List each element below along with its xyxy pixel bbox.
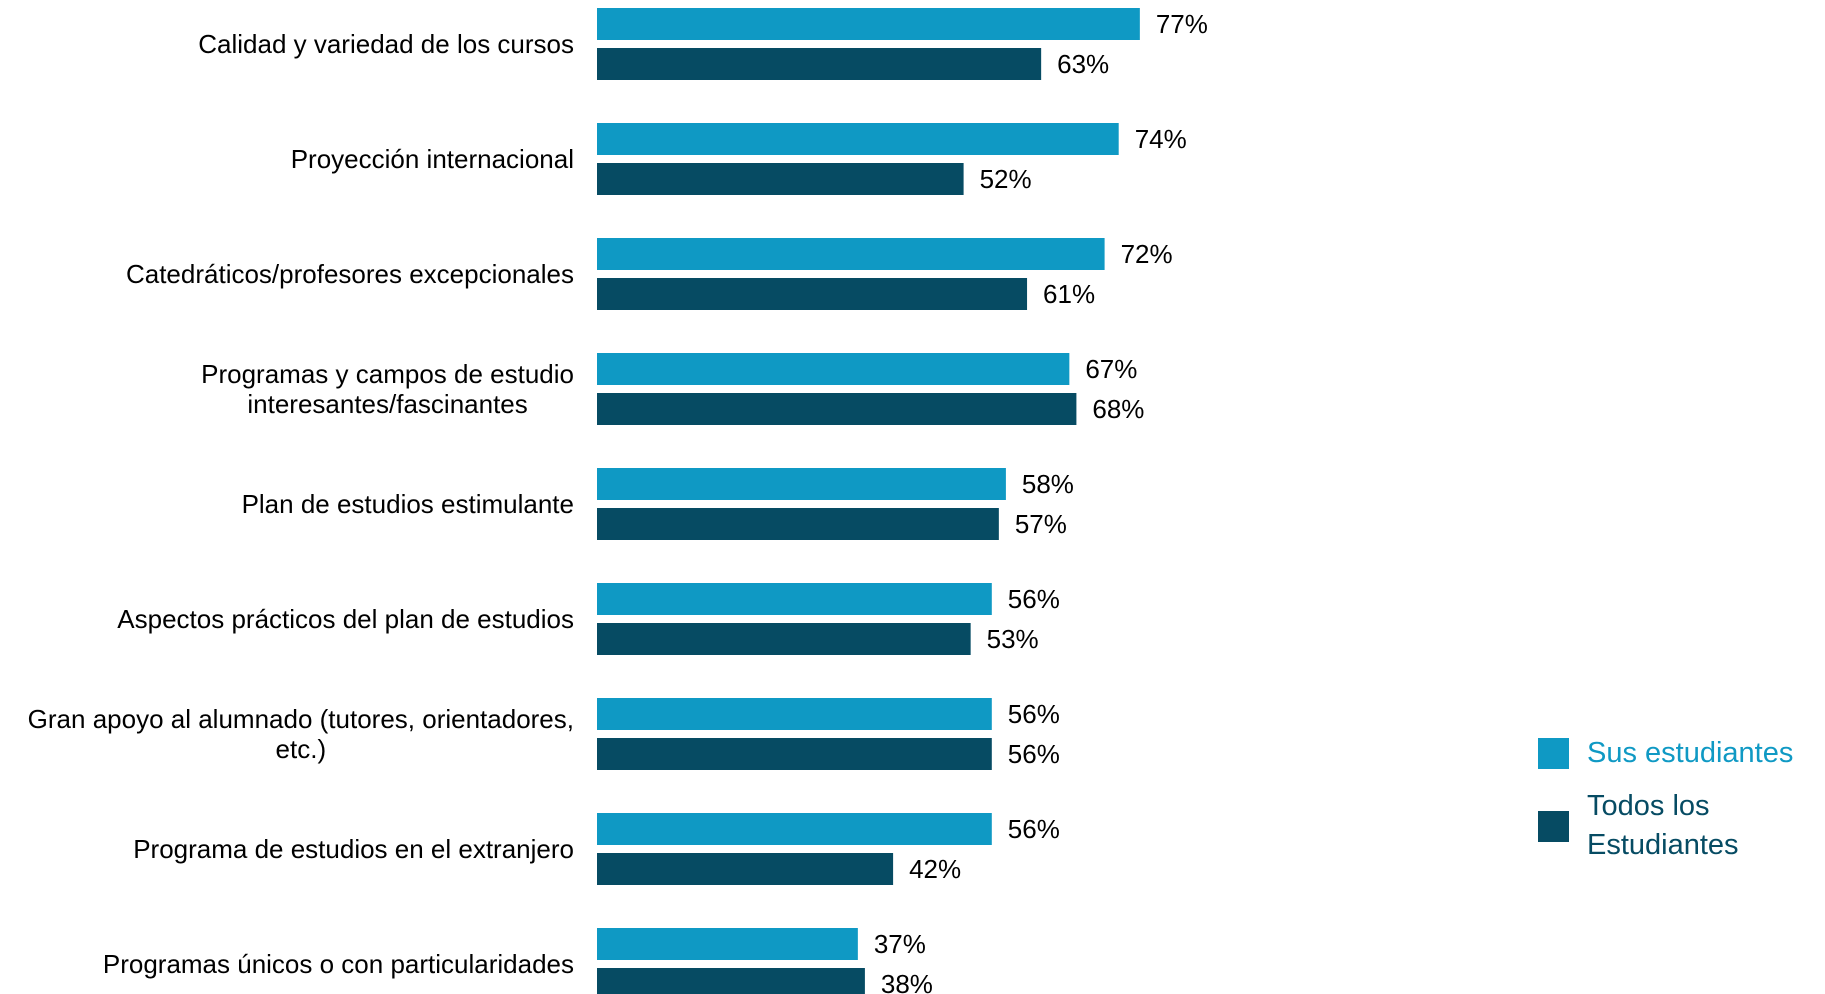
value-label-sus-estudiantes-aspectos-practicos-del-plan-de-estudios: 56% — [1008, 584, 1060, 614]
legend-label-todos-los-estudiantes: Todos los Estudiantes — [1587, 787, 1739, 865]
bar-todos-los-estudiantes-programa-de-estudios-en-el-extranjero — [597, 853, 894, 885]
bar-sus-estudiantes-programa-de-estudios-en-el-extranjero — [597, 813, 992, 845]
category-label-calidad-y-variedad-de-los-cursos: Calidad y variedad de los cursos — [198, 29, 574, 59]
category-label-line: Gran apoyo al alumnado (tutores, orienta… — [28, 704, 574, 734]
legend-label-sus-estudiantes: Sus estudiantes — [1587, 737, 1794, 769]
legend-item-todos-los-estudiantes: Todos los Estudiantes — [1538, 787, 1825, 865]
bar-todos-los-estudiantes-aspectos-practicos-del-plan-de-estudios — [597, 623, 971, 655]
category-label-line: Plan de estudios estimulante — [242, 489, 574, 519]
category-label-line: etc.) — [276, 734, 327, 764]
legend: Sus estudiantes Todos los Estudiantes — [1538, 734, 1825, 879]
value-label-todos-los-estudiantes-calidad-y-variedad-de-los-cursos: 63% — [1057, 49, 1109, 79]
value-label-sus-estudiantes-programa-de-estudios-en-el-extranjero: 56% — [1008, 814, 1060, 844]
value-label-todos-los-estudiantes-programas-unicos-o-con-particularidades: 38% — [881, 969, 933, 994]
bar-todos-los-estudiantes-gran-apoyo-al-alumnado-tutores-orientadores-etc — [597, 738, 992, 770]
legend-swatch-todos-los-estudiantes — [1538, 810, 1569, 842]
value-label-todos-los-estudiantes-proyeccion-internacional: 52% — [980, 164, 1032, 194]
value-label-todos-los-estudiantes-plan-de-estudios-estimulante: 57% — [1015, 509, 1067, 539]
category-label-programa-de-estudios-en-el-extranjero: Programa de estudios en el extranjero — [133, 834, 574, 864]
bar-todos-los-estudiantes-catedraticos-profesores-excepcionales — [597, 278, 1028, 310]
value-label-todos-los-estudiantes-programa-de-estudios-en-el-extranjero: 42% — [909, 854, 961, 884]
value-label-todos-los-estudiantes-gran-apoyo-al-alumnado-tutores-orientadores-etc: 56% — [1008, 739, 1060, 769]
value-label-sus-estudiantes-plan-de-estudios-estimulante: 58% — [1022, 469, 1074, 499]
value-label-sus-estudiantes-calidad-y-variedad-de-los-cursos: 77% — [1156, 9, 1208, 39]
value-label-sus-estudiantes-gran-apoyo-al-alumnado-tutores-orientadores-etc: 56% — [1008, 699, 1060, 729]
bar-sus-estudiantes-programas-y-campos-de-estudio-interesantes-fascinantes — [597, 353, 1070, 385]
category-label-line: Programas únicos o con particularidades — [103, 949, 574, 979]
bar-todos-los-estudiantes-programas-y-campos-de-estudio-interesantes-fascinantes — [597, 393, 1077, 425]
category-label-line: Aspectos prácticos del plan de estudios — [117, 604, 574, 634]
bar-sus-estudiantes-calidad-y-variedad-de-los-cursos — [597, 8, 1140, 40]
category-label-line: Proyección internacional — [291, 144, 574, 174]
category-label-gran-apoyo-al-alumnado-tutores-orientadores-etc: Gran apoyo al alumnado (tutores, orienta… — [28, 704, 574, 764]
category-label-line: Catedráticos/profesores excepcionales — [126, 259, 574, 289]
bar-todos-los-estudiantes-programas-unicos-o-con-particularidades — [597, 968, 865, 994]
category-label-line: Calidad y variedad de los cursos — [198, 29, 574, 59]
bar-sus-estudiantes-gran-apoyo-al-alumnado-tutores-orientadores-etc — [597, 698, 992, 730]
category-label-programas-unicos-o-con-particularidades: Programas únicos o con particularidades — [103, 949, 574, 979]
category-label-line: Programa de estudios en el extranjero — [133, 834, 574, 864]
category-label-plan-de-estudios-estimulante: Plan de estudios estimulante — [242, 489, 574, 519]
bar-todos-los-estudiantes-proyeccion-internacional — [597, 163, 964, 195]
legend-item-sus-estudiantes: Sus estudiantes — [1538, 734, 1825, 773]
bar-todos-los-estudiantes-plan-de-estudios-estimulante — [597, 508, 999, 540]
bar-sus-estudiantes-catedraticos-profesores-excepcionales — [597, 238, 1105, 270]
category-label-catedraticos-profesores-excepcionales: Catedráticos/profesores excepcionales — [126, 259, 574, 289]
bar-sus-estudiantes-aspectos-practicos-del-plan-de-estudios — [597, 583, 992, 615]
category-label-line: interesantes/fascinantes — [247, 389, 527, 419]
bar-todos-los-estudiantes-calidad-y-variedad-de-los-cursos — [597, 48, 1042, 80]
bar-sus-estudiantes-proyeccion-internacional — [597, 123, 1119, 155]
legend-swatch-sus-estudiantes — [1538, 738, 1569, 769]
value-label-sus-estudiantes-proyeccion-internacional: 74% — [1135, 124, 1187, 154]
category-label-aspectos-practicos-del-plan-de-estudios: Aspectos prácticos del plan de estudios — [117, 604, 574, 634]
value-label-todos-los-estudiantes-aspectos-practicos-del-plan-de-estudios: 53% — [987, 624, 1039, 654]
value-label-sus-estudiantes-programas-unicos-o-con-particularidades: 37% — [874, 929, 926, 959]
value-label-todos-los-estudiantes-programas-y-campos-de-estudio-interesantes-fascinantes: 68% — [1092, 394, 1144, 424]
legend-label-line: Estudiantes — [1587, 829, 1739, 861]
value-label-todos-los-estudiantes-catedraticos-profesores-excepcionales: 61% — [1043, 279, 1095, 309]
value-label-sus-estudiantes-catedraticos-profesores-excepcionales: 72% — [1121, 239, 1173, 269]
bar-sus-estudiantes-programas-unicos-o-con-particularidades — [597, 928, 858, 960]
category-label-proyeccion-internacional: Proyección internacional — [291, 144, 574, 174]
category-label-line: Programas y campos de estudio — [201, 359, 574, 389]
legend-label-line: Todos los — [1587, 790, 1710, 822]
category-label-programas-y-campos-de-estudio-interesantes-fascinantes: Programas y campos de estudio interesante… — [201, 359, 574, 419]
bar-sus-estudiantes-plan-de-estudios-estimulante — [597, 468, 1006, 500]
value-label-sus-estudiantes-programas-y-campos-de-estudio-interesantes-fascinantes: 67% — [1085, 354, 1137, 384]
